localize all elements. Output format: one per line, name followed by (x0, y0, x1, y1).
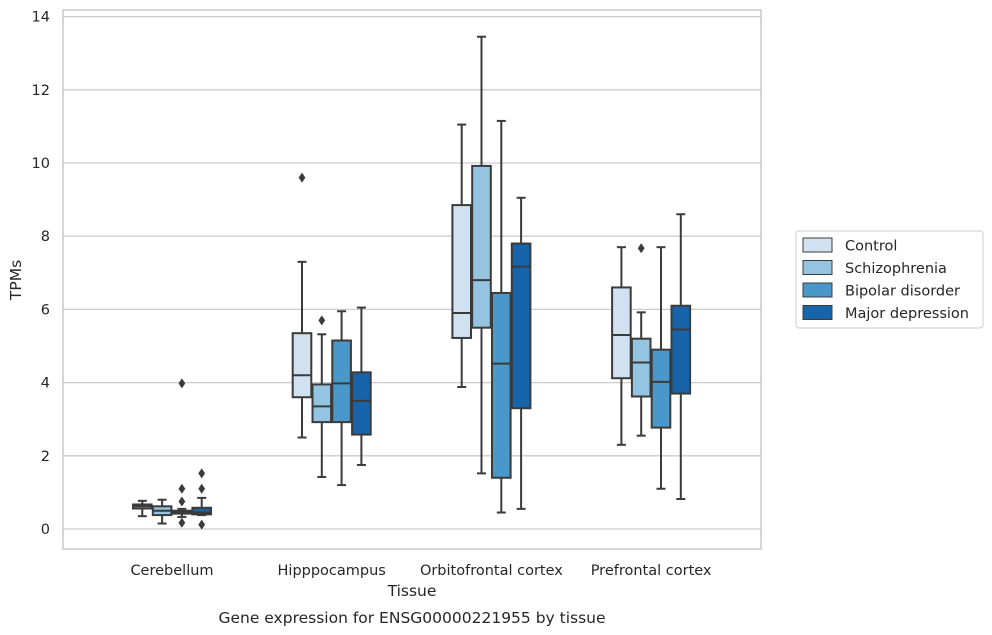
y-tick-label: 0 (41, 522, 50, 538)
x-tick-labels: Cerebellum Hipppocampus Orbitofrontal cort… (130, 563, 711, 579)
legend-swatch (802, 282, 833, 298)
chart-caption: Gene expression for ENSG00000221955 by t… (218, 609, 605, 627)
box-0-1 (291, 172, 313, 439)
box-3-2 (510, 196, 532, 510)
y-axis-label: TPMs (7, 260, 25, 301)
box-body (471, 164, 492, 329)
outlier-point (178, 483, 186, 494)
box-3-1 (351, 306, 372, 466)
box-2-0 (171, 378, 193, 528)
y-tick-label: 12 (32, 83, 50, 99)
legend-swatch (802, 305, 833, 320)
box-0-3 (611, 246, 632, 446)
outlier-point (178, 496, 186, 507)
box-0-0 (132, 499, 153, 518)
box-body (291, 332, 313, 399)
legend-label: Major depression (845, 306, 969, 322)
box-1-2 (471, 35, 492, 475)
legend-label: Control (845, 239, 897, 255)
x-tick-label: Orbitofrontal cortex (420, 563, 563, 579)
y-tick-label: 2 (41, 449, 50, 465)
box-body (451, 204, 472, 339)
box-3-3 (670, 213, 692, 500)
box-body (491, 291, 512, 479)
outlier-point (637, 243, 645, 254)
legend-label: Bipolar disorder (845, 284, 960, 300)
outlier-point (178, 378, 186, 389)
box-2-1 (331, 310, 352, 487)
box-body (510, 242, 532, 410)
box-body (611, 286, 632, 380)
box-body (191, 506, 212, 516)
box-1-0 (151, 498, 173, 525)
box-body (311, 383, 333, 424)
y-tick-label: 8 (41, 229, 50, 245)
outlier-point (198, 519, 206, 530)
y-tick-label: 4 (41, 376, 50, 392)
outlier-point (298, 172, 306, 183)
box-body (630, 337, 652, 398)
grid-lines (63, 15, 761, 530)
box-1-3 (630, 243, 652, 437)
box-body (650, 348, 672, 429)
y-tick-label: 10 (32, 156, 50, 172)
legend-label: Schizophrenia (845, 261, 947, 277)
outlier-point (198, 468, 206, 479)
box-body (351, 371, 372, 436)
x-tick-label: Prefrontal cortex (591, 563, 712, 579)
box-0-2 (451, 123, 472, 388)
outlier-point (318, 315, 326, 326)
box-2-3 (650, 246, 672, 490)
box-body (331, 339, 352, 424)
legend-swatch (802, 237, 833, 253)
outlier-point (178, 517, 186, 528)
box-2-2 (491, 119, 512, 514)
box-3-0 (191, 468, 212, 530)
box-body (670, 304, 692, 395)
legend: Control Schizophrenia Bipolar disorder Majo… (795, 230, 984, 329)
outlier-point (198, 483, 206, 494)
legend-swatch (802, 260, 833, 275)
legend-frame (795, 230, 984, 329)
box-1-1 (311, 315, 333, 479)
y-tick-label: 6 (41, 302, 50, 318)
x-tick-label: Cerebellum (130, 563, 213, 579)
x-tick-label: Hipppocampus (278, 563, 386, 579)
y-tick-labels: 0 2 4 6 8 10 12 14 (32, 10, 50, 538)
box-layer (132, 35, 692, 530)
x-axis-label: Tissue (387, 582, 437, 600)
y-tick-label: 14 (32, 10, 50, 26)
plot-frame (62, 9, 762, 550)
